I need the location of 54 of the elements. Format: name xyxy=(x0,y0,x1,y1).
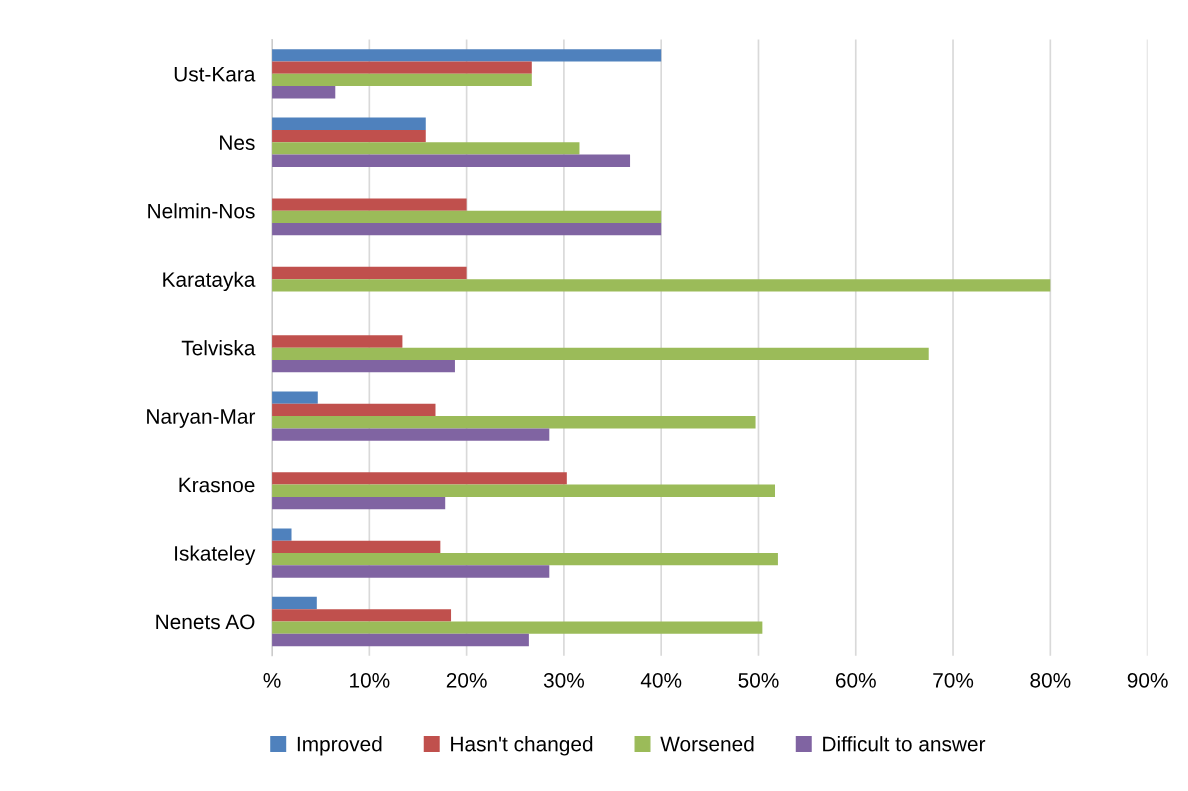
bar xyxy=(272,223,662,236)
bar xyxy=(272,403,436,417)
bar xyxy=(272,359,455,373)
bar xyxy=(272,428,550,441)
y-tick-label: Krasnoe xyxy=(179,477,255,493)
legend-label: Worsened xyxy=(660,736,754,752)
bar xyxy=(272,472,567,485)
y-tick-label: Iskateley xyxy=(175,545,256,565)
legend-label: Difficult to answer xyxy=(823,736,986,752)
x-tick-label: 40% xyxy=(640,672,682,688)
bar xyxy=(272,596,317,610)
x-tick-label: % xyxy=(263,673,281,688)
x-tick-label: 50% xyxy=(738,672,779,688)
bar xyxy=(272,496,446,510)
bar xyxy=(272,154,631,167)
legend-label: Improved xyxy=(297,736,382,756)
bar xyxy=(272,540,441,554)
y-tick-label: Ust-Kara xyxy=(174,67,256,82)
bar xyxy=(272,565,550,578)
y-tick-label: Nes xyxy=(220,135,255,150)
bar xyxy=(272,347,929,360)
bar xyxy=(272,335,403,348)
x-tick-label: 80% xyxy=(1030,672,1071,688)
bar xyxy=(272,609,452,622)
bar xyxy=(272,198,467,211)
x-tick-label: 90% xyxy=(1127,672,1168,688)
bar xyxy=(272,621,763,634)
y-tick-label: Telviska xyxy=(181,340,256,356)
bar xyxy=(272,633,529,647)
y-tick-label: Nenets AO xyxy=(156,614,255,630)
bar xyxy=(272,61,532,74)
x-tick-label: 30% xyxy=(543,672,585,688)
bar xyxy=(272,117,426,130)
bar xyxy=(272,391,318,404)
bar xyxy=(272,416,756,429)
bar xyxy=(272,86,336,99)
bar xyxy=(272,129,426,143)
bar xyxy=(272,49,662,62)
bar xyxy=(272,553,778,566)
legend-label: Hasn't changed xyxy=(451,736,593,756)
x-tick-label: 60% xyxy=(835,672,876,688)
x-tick-label: 10% xyxy=(350,672,390,688)
bar xyxy=(272,279,1051,292)
x-tick-label: 70% xyxy=(933,672,974,688)
bar xyxy=(272,142,580,155)
bar xyxy=(272,210,662,224)
y-tick-label: Naryan-Mar xyxy=(147,409,256,428)
bar xyxy=(272,484,776,497)
bar xyxy=(272,528,292,541)
bar xyxy=(272,73,532,87)
x-tick-label: 20% xyxy=(446,672,487,688)
y-tick-label: Nelmin-Nos xyxy=(148,203,255,219)
bar xyxy=(272,266,467,280)
y-tick-label: Karatayka xyxy=(163,271,256,292)
